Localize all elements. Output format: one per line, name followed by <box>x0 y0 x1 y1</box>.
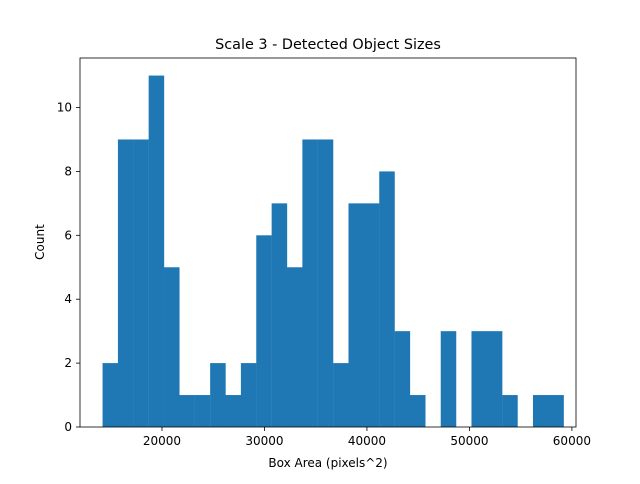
histogram-bar <box>225 395 242 427</box>
y-tick-label: 2 <box>64 356 72 370</box>
histogram-bar <box>133 139 149 427</box>
histogram-bar <box>502 395 518 427</box>
histogram-bar <box>348 203 365 427</box>
y-ticks-group: 0 2 4 6 8 10 <box>57 101 80 434</box>
histogram-bar <box>287 267 303 427</box>
histogram-bar <box>164 267 180 427</box>
x-tick-label: 50000 <box>450 434 488 448</box>
x-tick-label: 60000 <box>553 434 591 448</box>
histogram-bar <box>471 331 487 427</box>
histogram-bar <box>148 75 165 427</box>
histogram-bar <box>210 363 226 427</box>
y-axis-label: Count <box>33 224 47 260</box>
histogram-bar <box>532 395 549 427</box>
histogram-bar <box>302 139 318 427</box>
histogram-bar <box>548 395 564 427</box>
histogram-bar <box>271 203 288 427</box>
histogram-bar <box>379 171 395 427</box>
histogram-bar <box>363 203 380 427</box>
histogram-bar <box>486 331 503 427</box>
histogram-bar <box>179 395 195 427</box>
x-tick-label: 30000 <box>245 434 283 448</box>
histogram-bar <box>440 331 457 427</box>
histogram-bar <box>317 139 334 427</box>
x-axis-label: Box Area (pixels^2) <box>268 456 387 470</box>
x-tick-label: 20000 <box>143 434 181 448</box>
y-tick-label: 8 <box>64 164 72 178</box>
histogram-bar <box>394 331 411 427</box>
histogram-bar <box>194 395 211 427</box>
bars-group <box>102 75 564 427</box>
histogram-bar <box>240 363 257 427</box>
x-ticks-group: 20000 30000 40000 50000 60000 <box>143 427 591 448</box>
histogram-bar <box>409 395 426 427</box>
histogram-bar <box>256 235 272 427</box>
histogram-bar <box>102 363 119 427</box>
plot-frame <box>79 57 577 428</box>
y-tick-label: 0 <box>64 420 72 434</box>
y-tick-label: 4 <box>64 292 72 306</box>
histogram-bar <box>117 139 134 427</box>
y-tick-label: 10 <box>57 101 72 115</box>
x-tick-label: 40000 <box>348 434 386 448</box>
chart-title: Scale 3 - Detected Object Sizes <box>215 37 441 53</box>
y-tick-label: 6 <box>64 228 72 242</box>
histogram-bar <box>333 363 349 427</box>
